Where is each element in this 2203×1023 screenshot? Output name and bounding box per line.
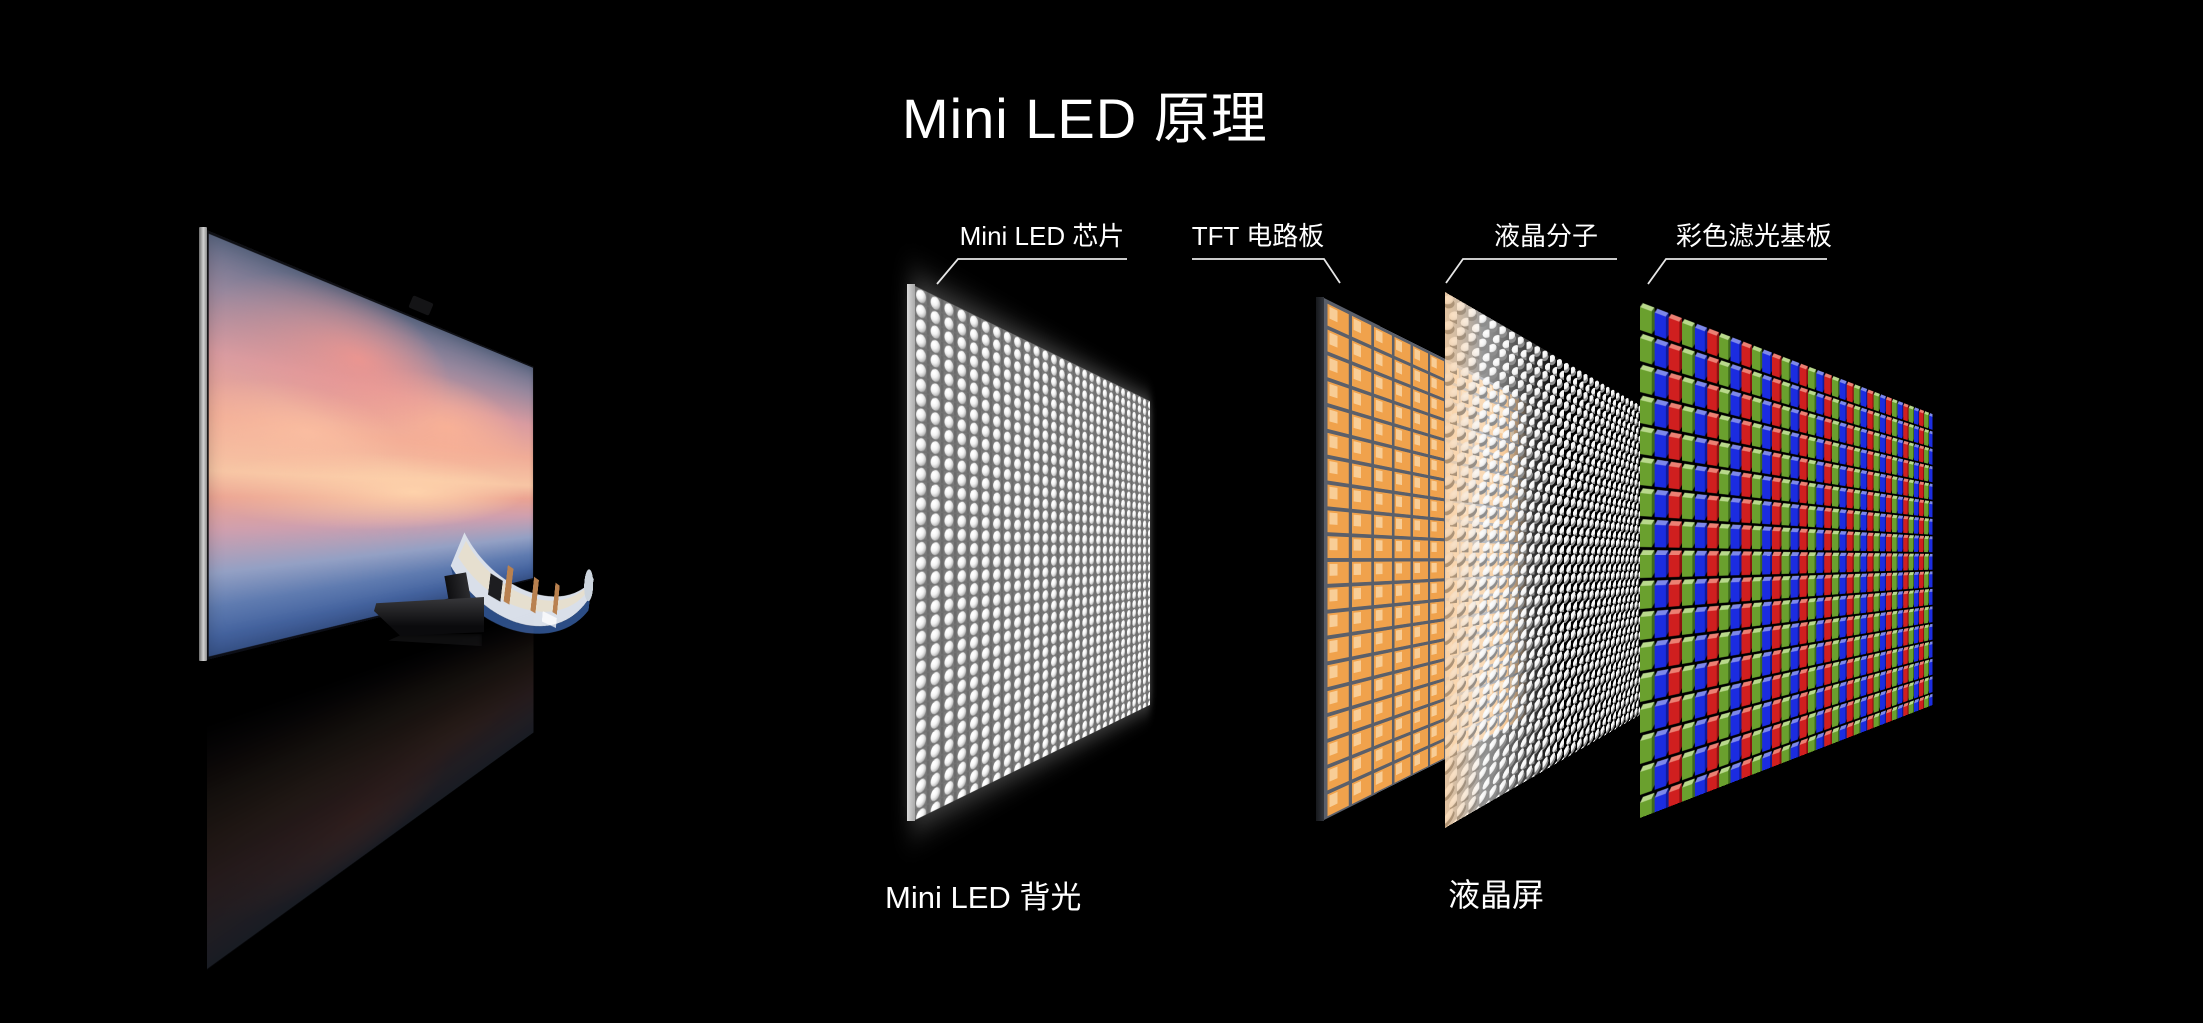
tv-screen: [207, 230, 533, 660]
label-mini-led-chip: Mini LED 芯片: [960, 216, 1125, 253]
tv-camera-bump: [408, 295, 433, 316]
caption-lcd-screen: 液晶屏: [1448, 870, 1544, 916]
mini-led-panel-edge: [907, 284, 915, 821]
label-color-filter: 彩色滤光基板: [1676, 216, 1832, 253]
label-tft-board: TFT 电路板: [1192, 216, 1324, 253]
slide: Mini LED 原理 Mini LED 芯片 TFT 电路板 液晶分子 彩色滤…: [0, 0, 2203, 1023]
tft-panel-edge: [1316, 297, 1324, 821]
label-liquid-crystal: 液晶分子: [1494, 216, 1598, 253]
caption-mini-led-backlight: Mini LED 背光: [885, 872, 1081, 917]
leader-line-chip: [937, 259, 1127, 284]
leader-line-tft: [1192, 259, 1340, 283]
tv-side-edge: [199, 227, 207, 661]
page-title: Mini LED 原理: [902, 74, 1268, 155]
leader-line-cf: [1648, 259, 1827, 284]
color-filter-panel: [1640, 300, 1933, 818]
liquid-crystal-panel: [1445, 292, 1640, 828]
mini-led-panel: [915, 286, 1150, 820]
leader-line-lc: [1446, 259, 1617, 283]
